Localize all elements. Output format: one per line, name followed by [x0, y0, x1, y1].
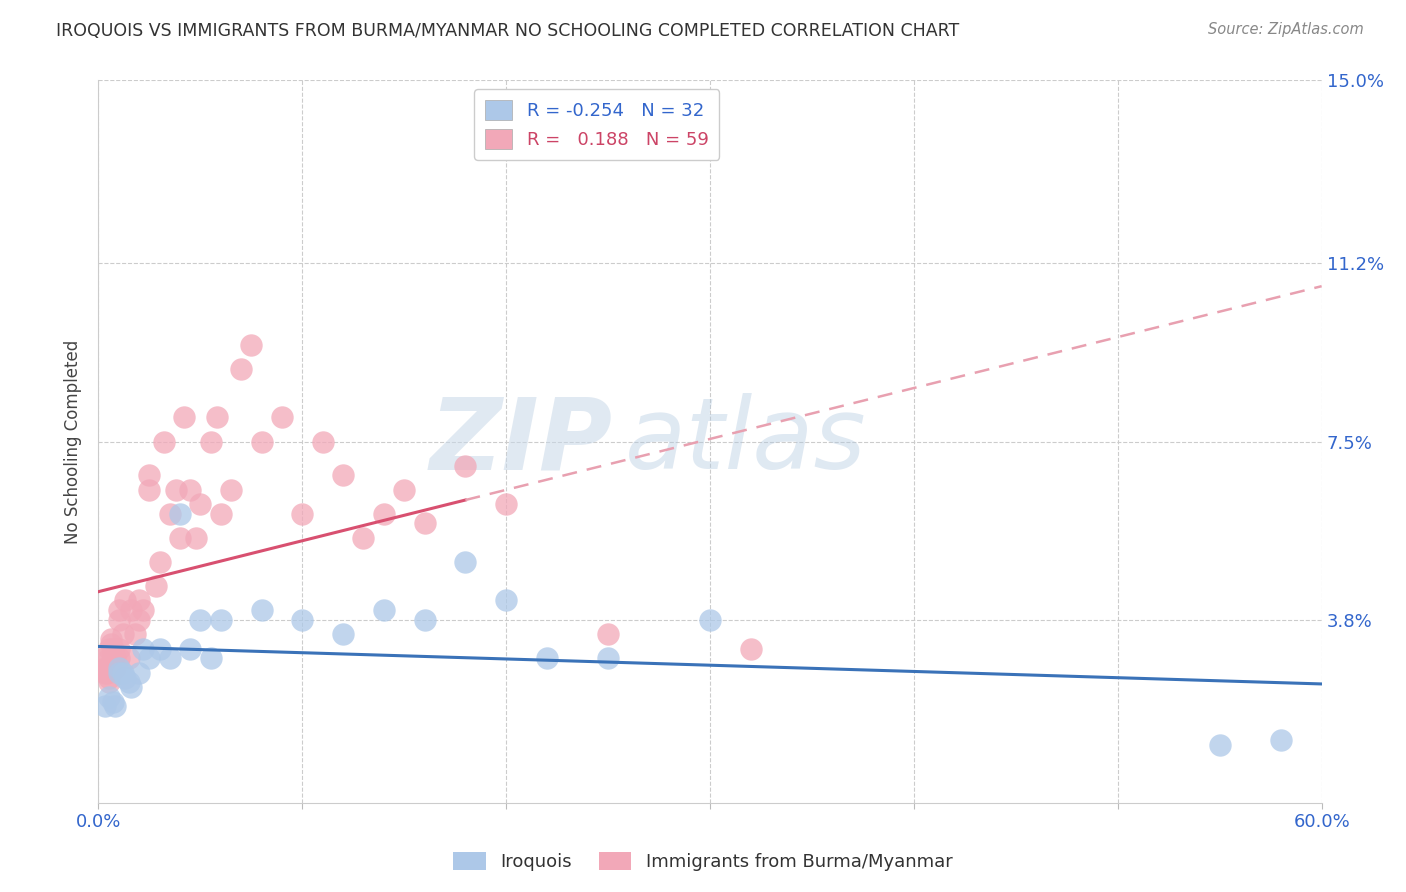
- Point: [169, 531, 191, 545]
- Point: [219, 483, 242, 497]
- Point: [454, 555, 477, 569]
- Point: [101, 641, 124, 656]
- Point: [97, 651, 120, 665]
- Point: [114, 671, 136, 685]
- Point: [93, 665, 115, 680]
- Point: [128, 665, 150, 680]
- Point: [108, 641, 131, 656]
- Point: [101, 651, 124, 665]
- Point: [108, 665, 131, 680]
- Point: [138, 468, 160, 483]
- Point: [111, 665, 134, 680]
- Legend: R = -0.254   N = 32, R =   0.188   N = 59: R = -0.254 N = 32, R = 0.188 N = 59: [474, 89, 720, 160]
- Point: [495, 593, 517, 607]
- Point: [179, 641, 201, 656]
- Point: [231, 362, 253, 376]
- Point: [111, 627, 134, 641]
- Point: [138, 483, 160, 497]
- Point: [101, 695, 124, 709]
- Point: [120, 603, 142, 617]
- Point: [699, 613, 721, 627]
- Point: [114, 593, 136, 607]
- Point: [96, 665, 118, 680]
- Point: [93, 651, 115, 665]
- Point: [352, 531, 374, 545]
- Point: [373, 603, 395, 617]
- Point: [138, 651, 160, 665]
- Point: [205, 410, 228, 425]
- Point: [165, 483, 187, 497]
- Point: [108, 651, 131, 665]
- Point: [250, 434, 273, 449]
- Point: [118, 675, 141, 690]
- Point: [240, 338, 263, 352]
- Point: [312, 434, 335, 449]
- Point: [209, 613, 232, 627]
- Point: [159, 651, 181, 665]
- Text: IROQUOIS VS IMMIGRANTS FROM BURMA/MYANMAR NO SCHOOLING COMPLETED CORRELATION CHA: IROQUOIS VS IMMIGRANTS FROM BURMA/MYANMA…: [56, 22, 959, 40]
- Point: [97, 641, 120, 656]
- Point: [270, 410, 294, 425]
- Point: [332, 627, 354, 641]
- Point: [149, 641, 172, 656]
- Point: [120, 680, 142, 694]
- Point: [97, 690, 120, 704]
- Point: [108, 661, 131, 675]
- Point: [97, 671, 120, 685]
- Y-axis label: No Schooling Completed: No Schooling Completed: [65, 340, 83, 543]
- Point: [104, 699, 127, 714]
- Point: [104, 661, 127, 675]
- Point: [186, 531, 208, 545]
- Point: [291, 507, 314, 521]
- Point: [100, 632, 122, 646]
- Point: [97, 661, 120, 675]
- Text: Source: ZipAtlas.com: Source: ZipAtlas.com: [1208, 22, 1364, 37]
- Point: [173, 410, 195, 425]
- Text: atlas: atlas: [624, 393, 866, 490]
- Point: [108, 613, 131, 627]
- Point: [152, 434, 174, 449]
- Point: [291, 613, 314, 627]
- Point: [128, 593, 150, 607]
- Point: [598, 651, 620, 665]
- Point: [200, 651, 222, 665]
- Point: [392, 483, 416, 497]
- Point: [93, 699, 115, 714]
- Point: [124, 627, 146, 641]
- Point: [132, 641, 155, 656]
- Point: [145, 579, 167, 593]
- Point: [454, 458, 477, 473]
- Point: [159, 507, 181, 521]
- Text: ZIP: ZIP: [429, 393, 612, 490]
- Point: [96, 661, 118, 675]
- Point: [149, 555, 172, 569]
- Point: [332, 468, 354, 483]
- Point: [373, 507, 395, 521]
- Point: [97, 675, 120, 690]
- Point: [169, 507, 191, 521]
- Point: [100, 637, 122, 651]
- Point: [1209, 738, 1232, 752]
- Point: [188, 613, 212, 627]
- Point: [108, 603, 131, 617]
- Point: [413, 613, 436, 627]
- Point: [200, 434, 222, 449]
- Point: [536, 651, 558, 665]
- Point: [209, 507, 232, 521]
- Point: [128, 613, 150, 627]
- Point: [1270, 733, 1292, 747]
- Point: [118, 651, 141, 665]
- Point: [250, 603, 273, 617]
- Point: [188, 497, 212, 511]
- Point: [179, 483, 201, 497]
- Point: [132, 603, 155, 617]
- Point: [413, 516, 436, 531]
- Legend: Iroquois, Immigrants from Burma/Myanmar: Iroquois, Immigrants from Burma/Myanmar: [446, 845, 960, 879]
- Point: [104, 651, 127, 665]
- Point: [495, 497, 517, 511]
- Point: [93, 661, 115, 675]
- Point: [598, 627, 620, 641]
- Point: [740, 641, 762, 656]
